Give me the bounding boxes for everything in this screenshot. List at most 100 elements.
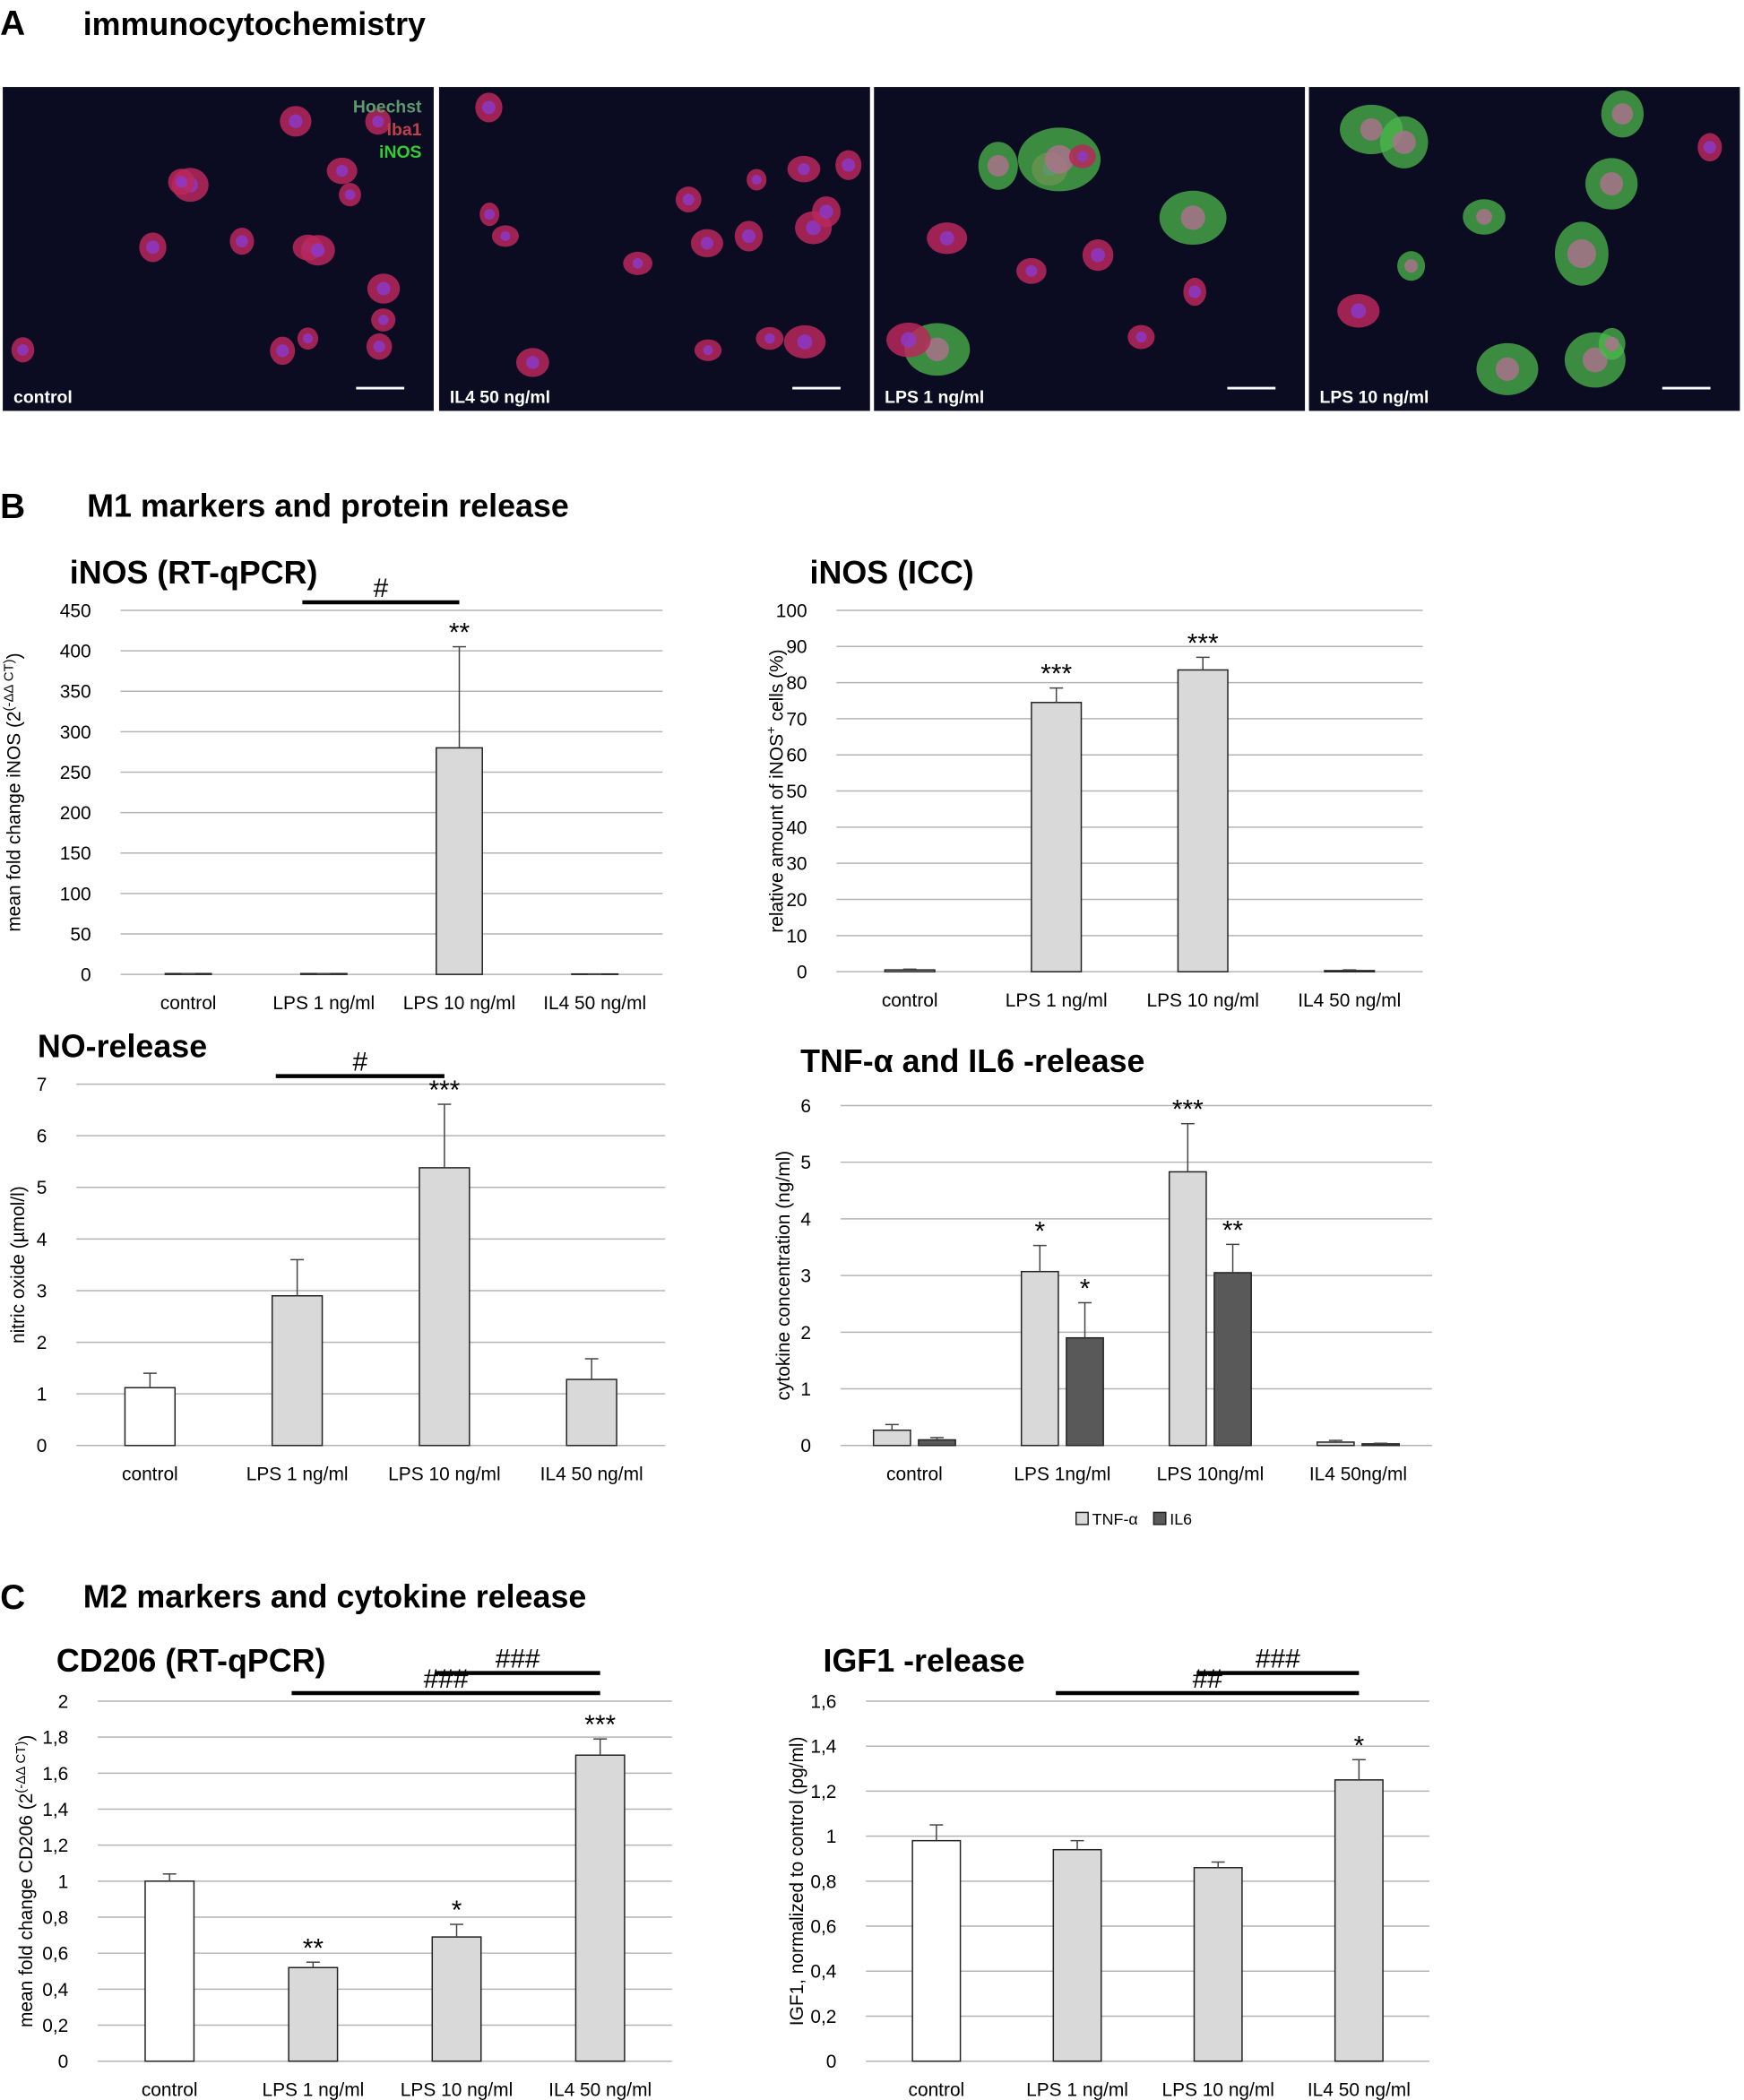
y-tick-label: 6 [37,1127,47,1147]
error-bar [1343,969,1357,971]
nucleus [819,204,833,219]
bar [918,1439,956,1447]
x-tick-label: IL4 50 ng/ml [543,993,646,1014]
error-bar [929,1824,944,1841]
error-bar [930,1437,944,1440]
y-tick-label: 5 [37,1178,47,1198]
nucleus [703,345,713,356]
nucleus [682,194,695,206]
bracket-label: ### [1256,1645,1300,1674]
nucleus [1703,141,1716,154]
significance-mark: *** [584,1710,616,1740]
error-bar [902,968,917,971]
y-tick-label: 4 [800,1209,811,1230]
y-tick-label: 1,2 [810,1782,836,1802]
y-axis-label: nitric oxide (µmol/l) [8,1186,29,1344]
y-tick-label: 0 [826,2052,837,2072]
y-tick-label: 6 [800,1096,811,1117]
x-tick-label: LPS 10 ng/ml [403,993,515,1014]
panel-label: B [0,488,25,526]
section-title: M1 markers and protein release [87,488,569,523]
bar [419,1167,471,1447]
y-tick-label: 1,4 [810,1737,836,1758]
nucleus [1495,357,1520,381]
y-tick-label: 0,8 [810,1871,836,1892]
x-tick-label: IL4 50 ng/ml [540,1465,643,1485]
y-tick-label: 2 [58,1691,69,1712]
y-tick-label: 0,8 [42,1907,68,1928]
y-axis-label: mean fold change iNOS (2(-ΔΔ CT)) [1,652,25,931]
bar [124,1387,177,1447]
y-tick-label: 0,4 [42,1980,68,2001]
bar [1052,1848,1102,2062]
y-tick-label: 50 [70,924,91,945]
x-tick-label: LPS 1 ng/ml [1006,990,1108,1011]
nucleus [17,343,29,356]
error-bar [1032,1244,1047,1272]
nucleus [842,158,856,172]
y-tick-label: 200 [60,803,91,824]
y-tick-label: 1,2 [42,1836,68,1856]
significance-mark: *** [428,1076,460,1105]
significance-mark: ** [1222,1215,1244,1245]
x-tick-label: control [122,1465,178,1485]
nucleus [376,281,391,296]
error-bar [584,1358,599,1380]
x-tick-label: LPS 1 ng/ml [262,2080,364,2100]
nucleus [1091,247,1106,263]
micrograph-caption: LPS 1 ng/ml [885,387,984,407]
nucleus [798,163,810,176]
y-tick-label: 1,6 [810,1691,836,1712]
x-tick-label: control [882,990,938,1011]
legend-label: IL6 [1170,1510,1192,1528]
nucleus [806,220,821,236]
nucleus [289,114,303,128]
micrograph [438,87,870,411]
y-tick-label: 1 [826,1827,837,1847]
y-axis-label: relative amount of iNOS+ cells (%) [764,649,788,932]
x-tick-label: control [142,2080,198,2100]
y-tick-label: 450 [60,601,91,621]
bar [884,969,936,972]
significance-mark: *** [1187,628,1219,658]
error-bar [1226,1243,1240,1273]
error-bar [1049,687,1064,703]
bar [1316,1441,1355,1447]
bar [1066,1336,1104,1447]
legend-swatch [1075,1511,1089,1525]
significance-mark: *** [1172,1095,1204,1125]
error-bar [450,1923,463,1938]
stain-legend: iNOS [379,143,422,162]
error-bar [437,1103,452,1168]
error-bar [453,645,466,748]
y-axis-label-end: cells (%) [767,649,788,726]
y-tick-label: 60 [786,746,807,766]
nucleus [526,356,540,369]
micrograph-caption: IL4 50 ng/ml [450,387,550,407]
y-tick-label: 1 [58,1871,69,1892]
nucleus [987,154,1009,177]
y-tick-label: 2 [800,1323,811,1344]
nucleus [1135,332,1147,343]
x-tick-label: IL4 50 ng/ml [548,2080,652,2100]
bar [1193,1867,1243,2062]
nucleus [276,344,289,358]
x-tick-label: IL4 50 ng/ml [1298,990,1401,1011]
bar [1020,1270,1059,1447]
bar [288,1966,339,2062]
y-tick-label: 3 [800,1266,811,1287]
y-tick-label: 350 [60,682,91,703]
y-axis-label-sup: (-ΔΔ CT) [1,659,16,711]
bar [1324,970,1376,972]
x-tick-label: LPS 10 ng/ml [388,1465,500,1485]
nucleus [741,229,756,244]
bar [144,1880,195,2062]
x-tick-label: control [909,2080,965,2100]
x-tick-label: LPS 10 ng/ml [1161,2080,1273,2100]
x-tick-label: LPS 10ng/ml [1157,1465,1265,1485]
y-tick-label: 150 [60,843,91,864]
y-tick-label: 0 [797,963,807,983]
stain-legend: Hoechst [353,97,422,117]
y-tick-label: 100 [60,884,91,904]
nucleus [1567,238,1596,269]
